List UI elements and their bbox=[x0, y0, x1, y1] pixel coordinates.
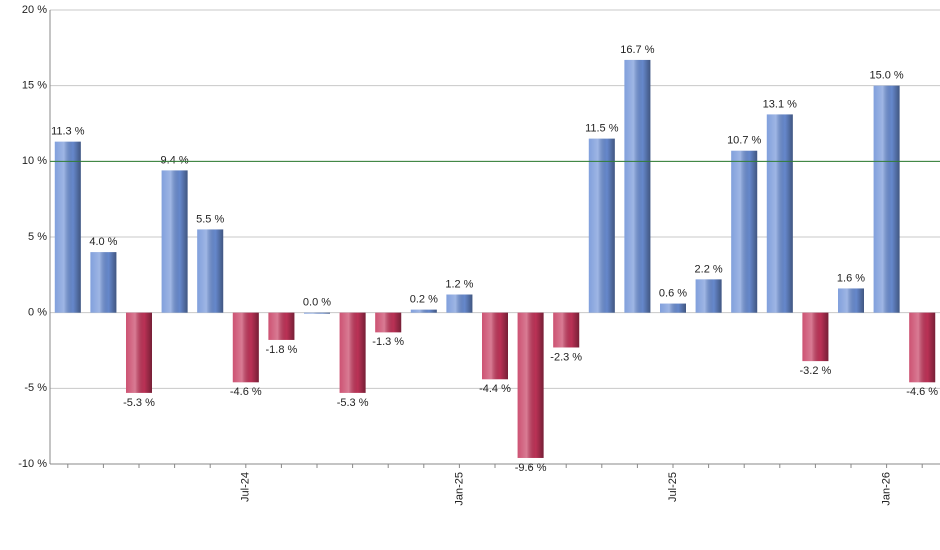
bar-shade bbox=[197, 229, 224, 313]
bar-shade bbox=[731, 150, 758, 313]
bar-shade bbox=[126, 312, 152, 393]
bar-shade bbox=[873, 85, 900, 313]
value-label: 4.0 % bbox=[89, 236, 117, 248]
bar-shade bbox=[482, 312, 508, 380]
y-tick-label: 15 % bbox=[22, 80, 47, 92]
bar-shade bbox=[232, 312, 259, 383]
value-label: 5.5 % bbox=[196, 213, 224, 225]
value-label: 1.6 % bbox=[837, 272, 865, 284]
bar-shade bbox=[909, 312, 936, 383]
y-tick-label: 0 % bbox=[28, 307, 47, 319]
value-label: 11.3 % bbox=[51, 126, 85, 138]
value-label: -5.3 % bbox=[337, 397, 369, 409]
y-tick-label: -10 % bbox=[18, 458, 47, 470]
x-tick-label: Jul-25 bbox=[667, 472, 679, 502]
x-tick-label: Jan-25 bbox=[453, 472, 465, 506]
value-label: 9.4 % bbox=[161, 154, 189, 166]
bar-shade bbox=[517, 312, 544, 458]
bar-shade bbox=[588, 138, 615, 313]
bar-shade bbox=[660, 303, 686, 313]
value-label: -1.8 % bbox=[266, 344, 298, 356]
value-label: 0.6 % bbox=[659, 287, 687, 299]
value-label: 15.0 % bbox=[869, 70, 903, 82]
value-label: 10.7 % bbox=[727, 135, 761, 147]
bar-shade bbox=[161, 170, 188, 313]
bar-shade bbox=[410, 309, 437, 313]
value-label: -9.6 % bbox=[515, 462, 547, 474]
bar-shade bbox=[766, 114, 793, 313]
bar-shade bbox=[553, 312, 580, 348]
bar-shade bbox=[304, 312, 330, 314]
bar-shade bbox=[339, 312, 366, 393]
value-label: 0.0 % bbox=[303, 297, 331, 309]
bar-shade bbox=[446, 294, 473, 313]
bar-shade bbox=[54, 141, 81, 313]
value-label: 1.2 % bbox=[445, 278, 473, 290]
x-tick-label: Jul-24 bbox=[240, 472, 252, 502]
value-label: -4.4 % bbox=[479, 383, 511, 395]
value-label: 16.7 % bbox=[620, 44, 654, 56]
bar-shade bbox=[838, 288, 864, 313]
value-label: 2.2 % bbox=[695, 263, 723, 275]
x-tick-label: Jan-26 bbox=[881, 472, 893, 506]
bar-shade bbox=[268, 312, 295, 340]
value-label: 0.2 % bbox=[410, 294, 438, 306]
bar-shade bbox=[90, 252, 117, 313]
y-tick-label: 5 % bbox=[28, 231, 47, 243]
value-label: -4.6 % bbox=[230, 386, 262, 398]
value-label: -1.3 % bbox=[372, 336, 404, 348]
value-label: 13.1 % bbox=[763, 98, 797, 110]
value-label: 11.5 % bbox=[585, 123, 619, 135]
bar-shade bbox=[624, 59, 651, 313]
value-label: -2.3 % bbox=[550, 351, 582, 363]
value-label: -5.3 % bbox=[123, 397, 155, 409]
y-tick-label: -5 % bbox=[24, 382, 47, 394]
value-label: -4.6 % bbox=[906, 386, 938, 398]
y-tick-label: 20 % bbox=[22, 4, 47, 16]
bar-shade bbox=[802, 312, 829, 362]
bar-shade bbox=[375, 312, 402, 333]
y-tick-label: 10 % bbox=[22, 155, 47, 167]
bar-shade bbox=[695, 279, 722, 313]
value-label: -3.2 % bbox=[800, 365, 832, 377]
